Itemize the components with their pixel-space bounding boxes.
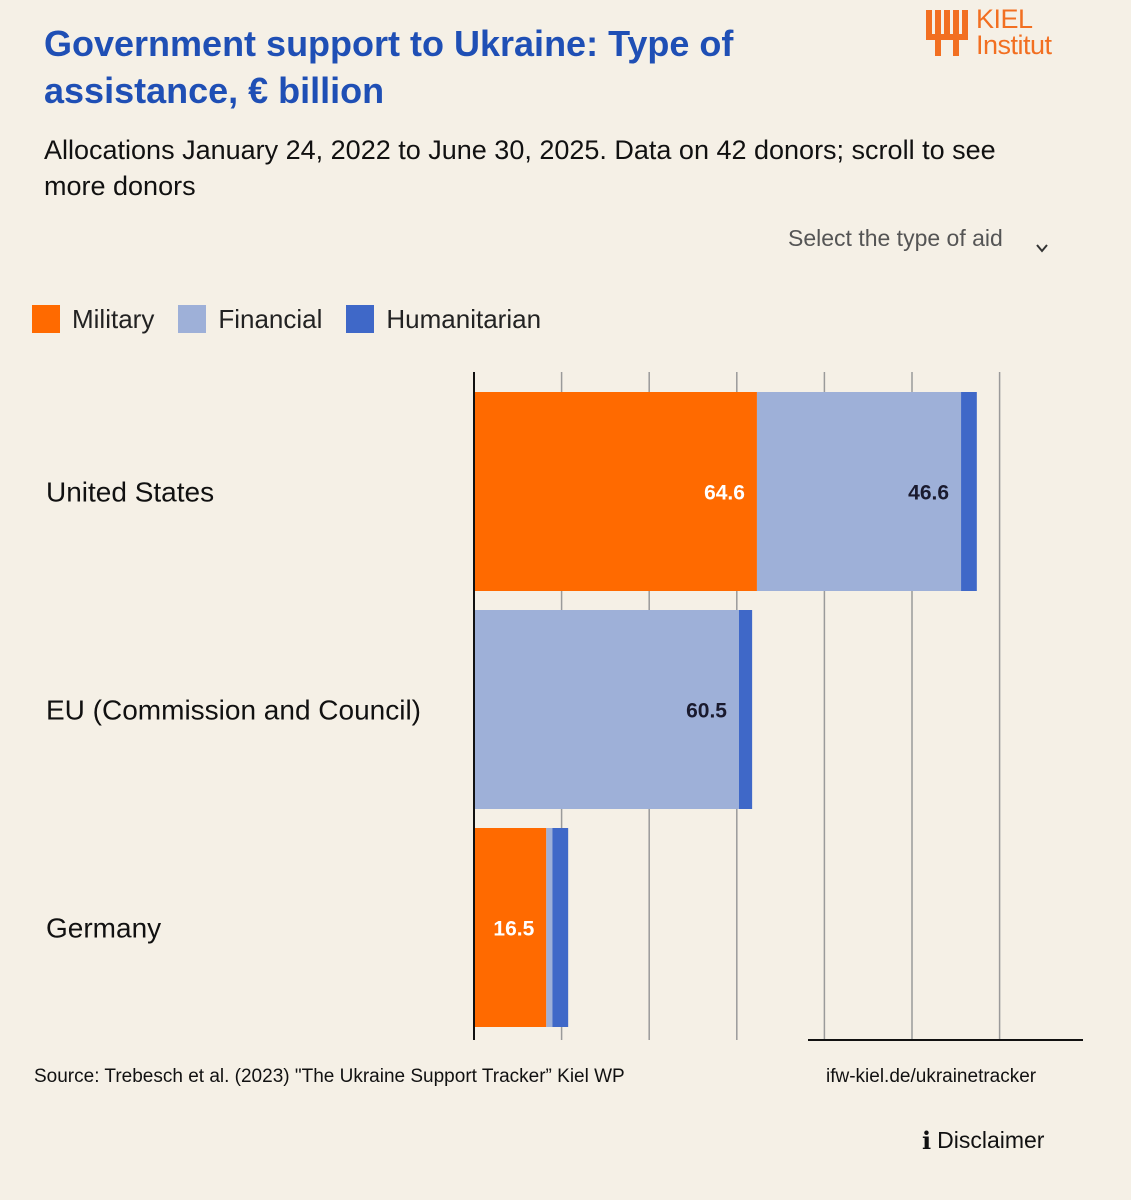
source-url[interactable]: ifw-kiel.de/ukrainetracker: [826, 1066, 1037, 1087]
legend-label-financial: Financial: [218, 303, 323, 334]
legend-swatch-humanitarian: [346, 305, 375, 333]
aid-type-select-label: Select the type of aid: [788, 225, 1003, 251]
stacked-bar-chart: 64.6 46.6 United States 60.5 EU (Commission …: [46, 372, 1083, 1041]
disclaimer-label: Disclaimer: [937, 1127, 1045, 1153]
chart-subtitle: Allocations January 24, 2022 to June 30,…: [44, 135, 996, 201]
legend-item-military[interactable]: Military: [32, 304, 154, 335]
bar-germany-military: [474, 828, 547, 1027]
legend-label-military: Military: [72, 303, 155, 334]
bar-eu-commission-and-council-humanitarian: [738, 610, 753, 809]
data-label: 64.6: [704, 482, 745, 505]
bar-eu-commission-and-council-financial: [474, 610, 739, 809]
legend-swatch-military: [32, 305, 60, 333]
info-icon: i: [922, 1126, 932, 1155]
chart-title: Government support to Ukraine: Type of a…: [44, 23, 734, 111]
data-label: 46.6: [908, 482, 949, 505]
category-label: Germany: [46, 913, 161, 944]
legend-label-humanitarian: Humanitarian: [386, 303, 542, 334]
data-label: 60.5: [686, 700, 727, 723]
legend-swatch-financial: [178, 305, 207, 333]
legend-item-financial[interactable]: Financial: [178, 304, 322, 335]
kiel-logo-bars-icon: [926, 10, 968, 56]
bar-united-states-humanitarian: [961, 392, 977, 591]
kiel-institut-logo[interactable]: KIEL Institut: [926, 6, 1086, 62]
category-label: EU (Commission and Council): [46, 695, 421, 726]
legend-item-humanitarian[interactable]: Humanitarian: [346, 304, 541, 335]
bar-united-states-military: [474, 392, 757, 591]
category-label: United States: [46, 477, 214, 508]
bar-germany-financial: [546, 828, 553, 1027]
aid-type-select[interactable]: Select the type of aid: [788, 224, 1068, 288]
logo-text: KIEL Institut: [976, 4, 1052, 60]
bar-germany-humanitarian: [552, 828, 569, 1027]
chart-legend: Military Financial Humanitarian: [32, 302, 565, 336]
disclaimer-button[interactable]: i Disclaimer: [922, 1126, 1044, 1155]
source-note: Source: Trebesch et al. (2023) "The Ukra…: [34, 1066, 625, 1087]
bar-united-states-financial: [756, 392, 962, 591]
data-label: 16.5: [493, 918, 534, 941]
chevron-down-icon[interactable]: [1034, 240, 1050, 256]
